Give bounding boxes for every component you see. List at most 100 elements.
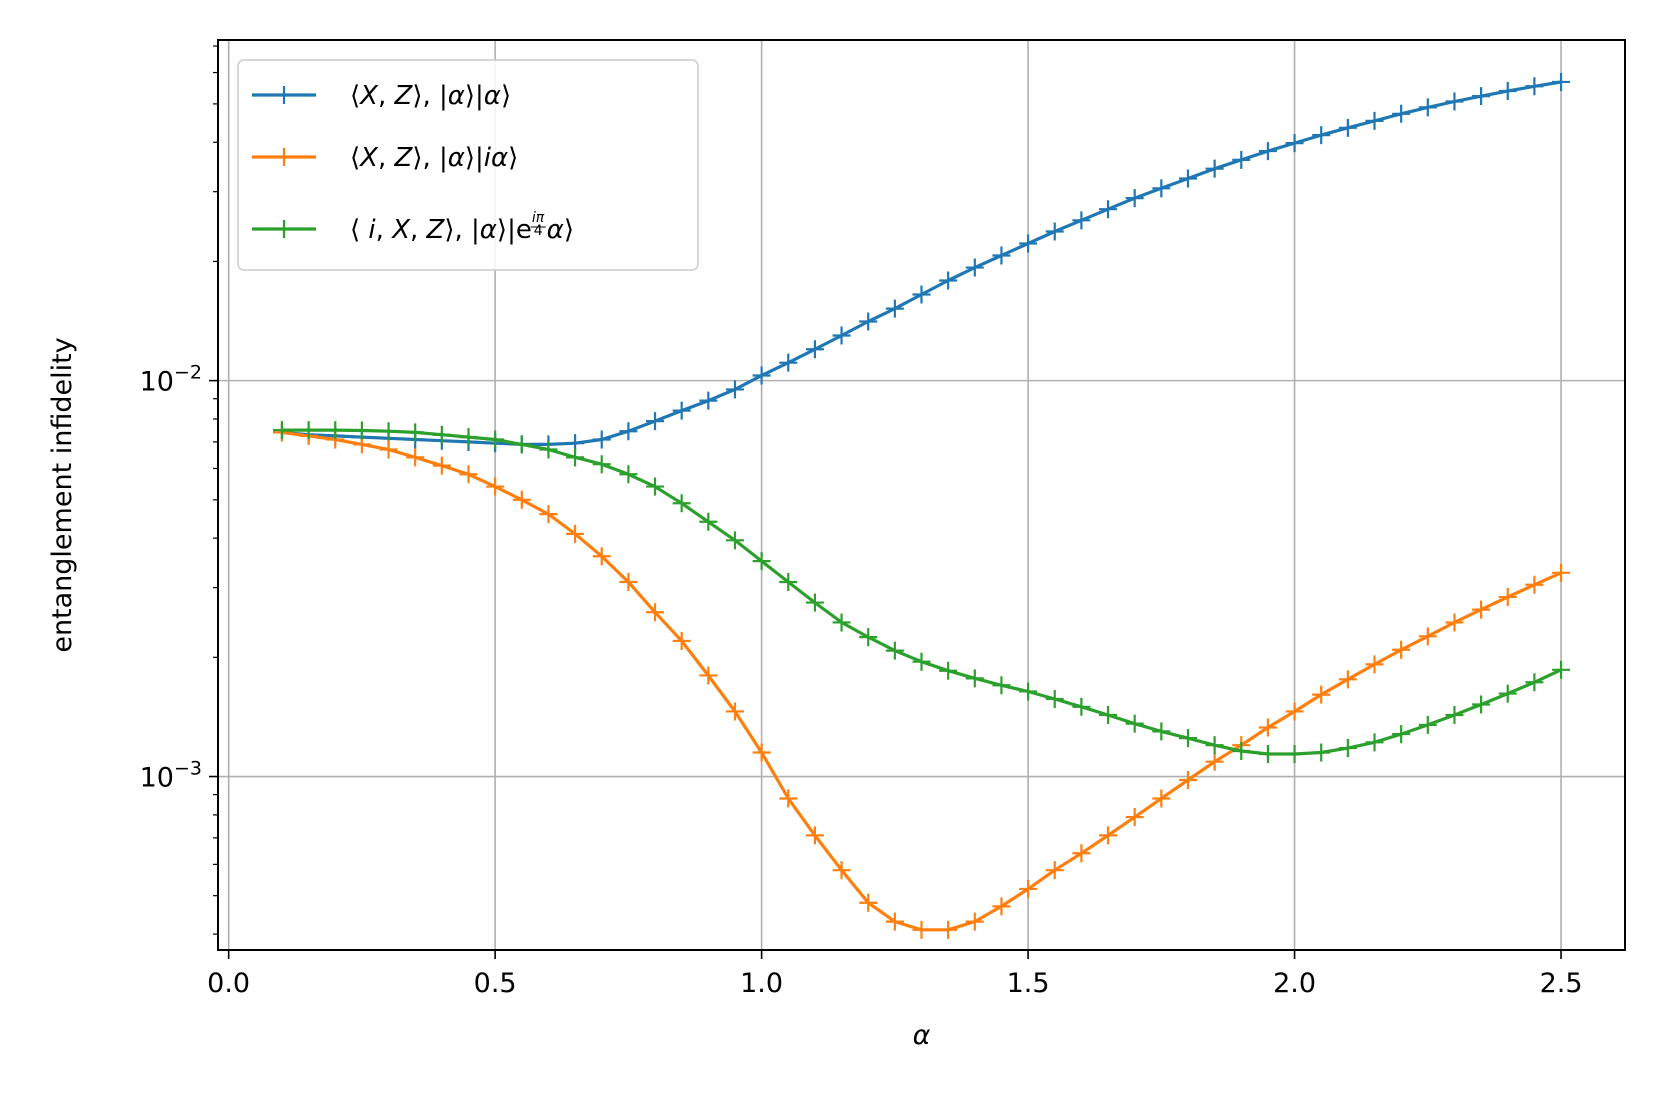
data-point bbox=[1418, 98, 1437, 117]
data-point bbox=[805, 340, 824, 359]
data-point bbox=[779, 572, 798, 591]
data-point bbox=[1178, 770, 1197, 789]
data-point bbox=[1365, 655, 1384, 674]
data-point bbox=[1418, 627, 1437, 646]
x-tick-label: 0.5 bbox=[474, 968, 517, 999]
data-point bbox=[939, 920, 958, 939]
data-point bbox=[1205, 159, 1224, 178]
data-point bbox=[805, 826, 824, 845]
data-point bbox=[486, 477, 505, 496]
data-point bbox=[1552, 563, 1571, 582]
data-point bbox=[1072, 211, 1091, 230]
legend-swatch-marker bbox=[275, 148, 293, 166]
data-point bbox=[592, 455, 611, 474]
data-point bbox=[1312, 126, 1331, 145]
y-tick-label: 10−2 bbox=[140, 362, 202, 398]
data-point bbox=[1125, 714, 1144, 733]
data-point bbox=[1445, 613, 1464, 632]
data-point bbox=[512, 435, 531, 454]
x-axis-label: α bbox=[913, 1020, 931, 1051]
data-point bbox=[566, 524, 585, 543]
series-3 bbox=[272, 421, 1571, 763]
data-point bbox=[432, 456, 451, 475]
data-point bbox=[725, 702, 744, 721]
data-point bbox=[1472, 695, 1491, 714]
data-point bbox=[646, 412, 665, 431]
data-point bbox=[912, 920, 931, 939]
data-point bbox=[1552, 72, 1571, 91]
y-axis-label: entanglement infidelity bbox=[47, 337, 78, 652]
data-point bbox=[1232, 742, 1251, 761]
data-point bbox=[592, 430, 611, 449]
data-point bbox=[672, 401, 691, 420]
x-tick-label: 1.0 bbox=[740, 968, 783, 999]
data-point bbox=[1258, 718, 1277, 737]
data-point bbox=[725, 531, 744, 550]
data-point bbox=[1312, 685, 1331, 704]
data-point bbox=[1152, 179, 1171, 198]
legend-item: ⟨ i, X, Z⟩, |α⟩|eiπ 4 α⟩ bbox=[252, 210, 574, 245]
data-point bbox=[619, 465, 638, 484]
legend-label: ⟨ i, X, Z⟩, |α⟩|eiπ 4 α⟩ bbox=[350, 210, 574, 245]
legend-item: ⟨X, Z⟩, |α⟩|iα⟩ bbox=[252, 143, 518, 173]
data-point bbox=[1445, 706, 1464, 725]
data-point bbox=[1019, 234, 1038, 253]
data-point bbox=[1498, 588, 1517, 607]
data-point bbox=[885, 912, 904, 931]
data-point bbox=[1338, 670, 1357, 689]
data-point bbox=[1285, 702, 1304, 721]
data-point bbox=[912, 285, 931, 304]
data-point bbox=[432, 425, 451, 444]
data-point bbox=[512, 490, 531, 509]
data-point bbox=[379, 422, 398, 441]
data-point bbox=[272, 421, 291, 440]
data-point bbox=[1312, 743, 1331, 762]
data-point bbox=[859, 312, 878, 331]
series-layer bbox=[272, 72, 1571, 939]
data-point bbox=[1099, 706, 1118, 725]
data-point bbox=[752, 366, 771, 385]
data-point bbox=[699, 512, 718, 531]
data-point bbox=[1285, 744, 1304, 763]
data-point bbox=[1125, 808, 1144, 827]
data-point bbox=[832, 861, 851, 880]
y-axis: 10−2 10−3 bbox=[140, 362, 218, 794]
data-point bbox=[1258, 142, 1277, 161]
data-point bbox=[1498, 684, 1517, 703]
data-point bbox=[1525, 673, 1544, 692]
data-point bbox=[539, 505, 558, 524]
legend-label: ⟨X, Z⟩, |α⟩|iα⟩ bbox=[350, 143, 518, 173]
data-point bbox=[992, 246, 1011, 265]
data-point bbox=[725, 380, 744, 399]
data-point bbox=[646, 603, 665, 622]
data-point bbox=[326, 421, 345, 440]
data-point bbox=[885, 299, 904, 318]
data-point bbox=[1472, 87, 1491, 106]
data-point bbox=[592, 547, 611, 566]
data-point bbox=[965, 669, 984, 688]
data-point bbox=[1472, 600, 1491, 619]
data-point bbox=[779, 789, 798, 808]
legend: ⟨X, Z⟩, |α⟩|α⟩ ⟨X, Z⟩, |α⟩|iα⟩ ⟨ i, X, Z⟩,… bbox=[237, 59, 699, 271]
data-point bbox=[619, 572, 638, 591]
data-point bbox=[752, 552, 771, 571]
data-point bbox=[406, 423, 425, 442]
data-point bbox=[1338, 118, 1357, 137]
data-point bbox=[1072, 844, 1091, 863]
data-point bbox=[619, 422, 638, 441]
data-point bbox=[299, 421, 318, 440]
data-point bbox=[1525, 77, 1544, 96]
data-point bbox=[1045, 222, 1064, 241]
series-2 bbox=[272, 423, 1571, 939]
data-point bbox=[1178, 169, 1197, 188]
data-point bbox=[379, 440, 398, 459]
data-point bbox=[566, 448, 585, 467]
data-point bbox=[1258, 744, 1277, 763]
data-point bbox=[1232, 150, 1251, 169]
data-point bbox=[1019, 682, 1038, 701]
data-point bbox=[1525, 575, 1544, 594]
data-point bbox=[672, 494, 691, 513]
data-point bbox=[539, 440, 558, 459]
data-point bbox=[832, 613, 851, 632]
